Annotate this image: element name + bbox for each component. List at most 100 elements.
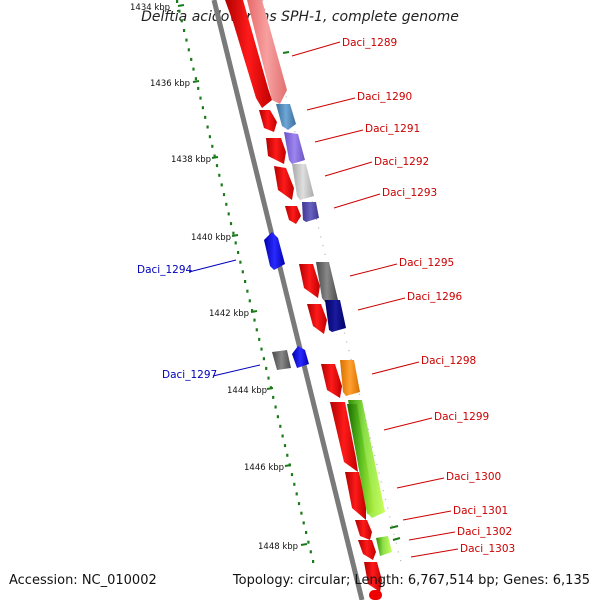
gene-daci-1300[interactable] [347, 404, 375, 514]
guide-dot [389, 516, 391, 518]
cds-arrow[interactable] [285, 206, 301, 224]
gene-daci-1296[interactable] [325, 300, 346, 332]
guide-dot [350, 358, 352, 360]
cds-arrow[interactable] [299, 264, 320, 298]
cds-arrow[interactable] [259, 110, 277, 132]
guide-dot [348, 350, 350, 352]
tick-1434: 1434 kbp [130, 3, 185, 13]
ruler-dot [234, 241, 237, 245]
guide-dot [262, 0, 264, 2]
cds-arrow[interactable] [307, 304, 327, 334]
gene-label-daci-1290[interactable]: Daci_1290 [357, 91, 412, 103]
ruler-dot [183, 29, 186, 32]
tick-label-1442: 1442 kbp [209, 309, 249, 319]
gene-daci-1295[interactable] [316, 262, 338, 302]
ruler-dot [185, 38, 188, 42]
gene-label-daci-1294[interactable]: Daci_1294 [137, 264, 193, 276]
ruler-dot [251, 309, 254, 312]
guide-dot [285, 96, 287, 98]
gene-label-daci-1300[interactable]: Daci_1300 [446, 471, 501, 483]
tick-1440: 1440 kbp [191, 233, 239, 243]
ruler-dot [272, 395, 275, 399]
ruler-dot [178, 9, 181, 13]
ruler-dot [241, 270, 244, 274]
ruler-dot [222, 193, 226, 197]
gene-label-daci-1299[interactable]: Daci_1299 [434, 411, 489, 423]
ruler-dot [187, 48, 190, 52]
ruler-dot [300, 511, 303, 515]
tick-1436: 1436 kbp [150, 79, 200, 89]
gene-label-daci-1295[interactable]: Daci_1295 [399, 257, 454, 269]
cds-arrow[interactable] [355, 520, 372, 540]
gene-label-daci-1296[interactable]: Daci_1296 [407, 291, 463, 303]
tick-1444: 1444 kbp [227, 386, 274, 396]
gene-daci-1302[interactable] [376, 536, 392, 556]
tick-label-1444: 1444 kbp [227, 386, 267, 396]
gene-label-daci-1301[interactable]: Daci_1301 [453, 505, 508, 517]
ruler-dot [290, 473, 294, 477]
ruler-dot [180, 19, 183, 23]
guide-dot [393, 533, 395, 535]
ruler-dot [307, 540, 310, 544]
cds-arrow[interactable] [266, 138, 286, 164]
tick-label-1446: 1446 kbp [244, 463, 284, 473]
cds-arrow[interactable] [358, 540, 376, 560]
ruler-dot [312, 560, 315, 563]
gene-label-daci-1291[interactable]: Daci_1291 [365, 123, 420, 135]
gene-label-daci-1297[interactable]: Daci_1297 [162, 369, 217, 381]
guide-dot [384, 498, 387, 500]
ruler-dot [225, 202, 228, 206]
ruler-dot [274, 405, 277, 409]
guide-dot [387, 507, 389, 509]
gene-label-daci-1302[interactable]: Daci_1302 [457, 526, 512, 538]
gene-daci-1297[interactable] [292, 346, 309, 368]
gene-daci-1290[interactable] [276, 104, 296, 130]
ruler-dot [255, 328, 258, 332]
gene-daci-1293[interactable] [302, 202, 319, 222]
guide-dot [380, 481, 382, 483]
ruler-dot [237, 251, 240, 254]
ruler-dot [220, 183, 223, 187]
ruler-dot [276, 415, 279, 419]
labels-plus: Daci_1289 Daci_1290 Daci_1291 Daci_1292 … [291, 37, 515, 558]
ruler-dot [253, 318, 256, 322]
ruler-dot [208, 135, 211, 139]
tick-1446: 1446 kbp [244, 463, 292, 473]
cds-arrow[interactable] [225, 0, 272, 108]
gene-label-daci-1293[interactable]: Daci_1293 [382, 187, 437, 199]
cds-ring [225, 0, 382, 600]
gene-label-daci-1292[interactable]: Daci_1292 [374, 156, 429, 168]
cds-arrow[interactable] [345, 472, 366, 520]
guide-dot [395, 542, 397, 544]
tick-label-1438: 1438 kbp [171, 155, 211, 165]
ruler-dot [192, 67, 195, 71]
guide-dot [369, 437, 371, 439]
ruler-dot [201, 106, 204, 110]
gene-daci-1297-grey[interactable] [272, 350, 291, 370]
ruler-dot [305, 531, 308, 534]
ruler-dot [281, 434, 284, 438]
gene-daci-1289[interactable] [247, 0, 287, 104]
cds-dot [369, 590, 382, 600]
cds-arrow[interactable] [330, 402, 358, 472]
cds-arrow[interactable] [274, 166, 294, 200]
cds-arrow[interactable] [364, 562, 382, 592]
guide-dot [343, 332, 346, 334]
gene-label-daci-1303[interactable]: Daci_1303 [460, 543, 515, 555]
tick-label-1448: 1448 kbp [258, 542, 298, 552]
gene-daci-1292[interactable] [292, 164, 314, 200]
gene-label-daci-1289[interactable]: Daci_1289 [342, 37, 397, 49]
ruler-dot [218, 173, 221, 177]
gene-daci-1298[interactable] [340, 360, 360, 396]
guide-dot [372, 446, 374, 448]
gene-daci-1294[interactable] [264, 232, 285, 270]
tick-1448: 1448 kbp [258, 542, 308, 552]
gene-daci-1291[interactable] [284, 132, 305, 164]
cds-arrow[interactable] [321, 364, 342, 398]
ruler-dot [260, 347, 263, 351]
gene-label-daci-1298[interactable]: Daci_1298 [421, 355, 476, 367]
feature-marks [282, 51, 401, 541]
ruler-dot [297, 502, 301, 506]
ruler-dot [286, 453, 289, 457]
